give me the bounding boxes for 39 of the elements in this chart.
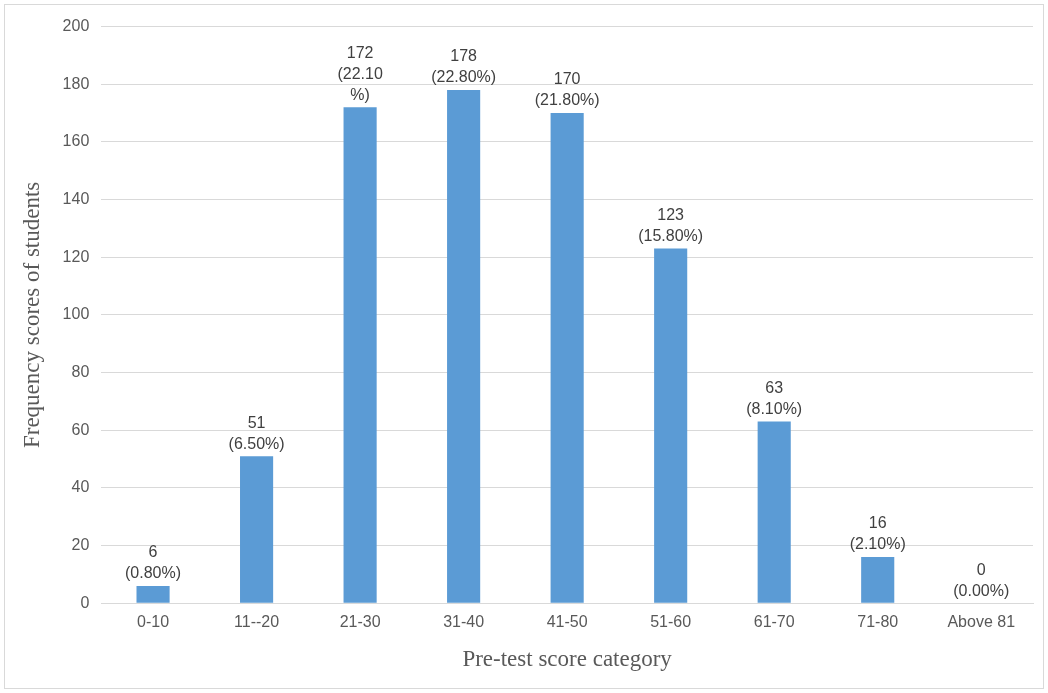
x-axis-title: Pre-test score category [462, 646, 673, 672]
data-label: 170 (21.80%) [534, 70, 600, 109]
bar [861, 557, 895, 603]
data-label: 178 (22.80%) [431, 47, 497, 86]
y-tick-label: 20 [71, 535, 90, 553]
x-tick-label: 41-50 [546, 613, 588, 631]
bar [654, 248, 688, 603]
data-label: 123 (15.80%) [638, 206, 704, 244]
bar [550, 113, 584, 603]
y-tick-label: 200 [62, 17, 90, 35]
x-tick-label: 11--20 [234, 613, 280, 631]
data-label: 63 (8.10%) [746, 378, 803, 417]
y-tick-label: 140 [62, 189, 90, 207]
y-axis-title: Frequency scores of students [18, 181, 44, 449]
data-label: 51 (6.50%) [228, 413, 285, 452]
y-tick-label: 60 [71, 420, 90, 438]
x-tick-label: 71-80 [857, 613, 899, 631]
bar [757, 421, 791, 603]
y-tick-label: 80 [71, 362, 90, 380]
bar [136, 585, 170, 603]
data-label: 6 (0.80%) [125, 543, 182, 582]
bar [447, 90, 481, 603]
data-label: 172 (22.10 %) [337, 43, 383, 103]
y-tick-label: 100 [62, 305, 90, 323]
y-tick-label: 40 [71, 478, 90, 496]
bar [343, 107, 377, 603]
x-tick-label: 0-10 [137, 613, 170, 631]
bar [240, 456, 274, 603]
y-tick-label: 160 [62, 132, 90, 150]
x-tick-label: 21-30 [339, 613, 381, 631]
data-label: 0 (0.00%) [953, 560, 1010, 599]
y-tick-label: 0 [80, 593, 90, 611]
y-tick-label: 180 [62, 74, 90, 92]
x-tick-label: 31-40 [443, 613, 485, 631]
x-tick-label: Above 81 [947, 613, 1016, 631]
y-tick-label: 120 [62, 247, 90, 265]
x-tick-label: 51-60 [650, 613, 692, 631]
data-label: 16 (2.10%) [849, 514, 906, 553]
x-tick-label: 61-70 [753, 613, 795, 631]
